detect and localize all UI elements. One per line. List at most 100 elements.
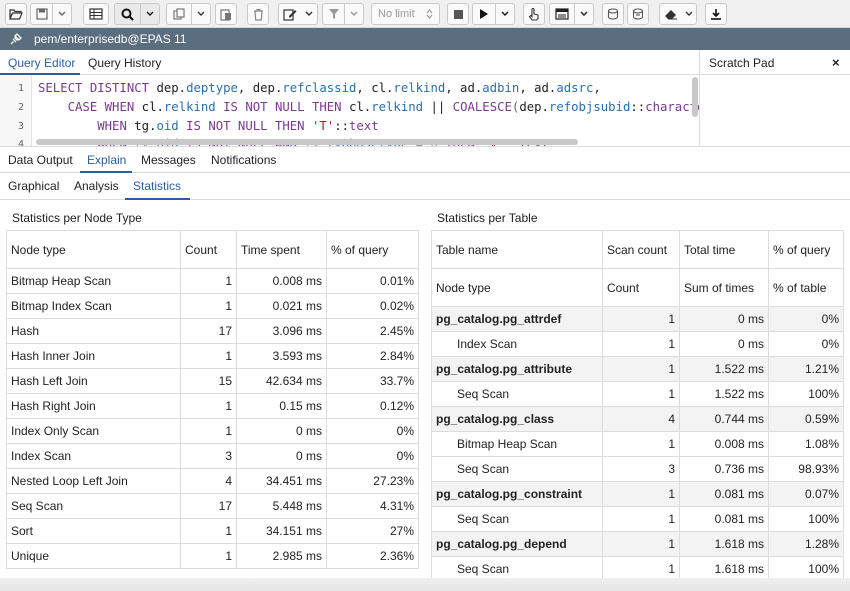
row-limit-value: No limit xyxy=(378,8,415,20)
table-cell: pg_catalog.pg_attrdef xyxy=(431,306,603,332)
table-row: Hash Inner Join 1 3.593 ms 2.84% xyxy=(6,343,419,369)
chevron-down-icon xyxy=(685,11,693,16)
scratch-pad-title: Scratch Pad xyxy=(709,56,775,70)
table-cell: Bitmap Heap Scan xyxy=(6,268,181,294)
tab-notifications[interactable]: Notifications xyxy=(211,153,277,167)
table-cell: 100% xyxy=(768,556,844,582)
column-header: Time spent xyxy=(236,230,327,269)
clear-button[interactable] xyxy=(659,3,697,25)
sql-editor[interactable]: 1 2 3 4 SELECT DISTINCT dep.deptype, dep… xyxy=(0,75,699,146)
table-row: Index Scan 3 0 ms 0% xyxy=(6,443,419,469)
table-list-icon xyxy=(555,8,569,20)
download-button[interactable] xyxy=(705,3,727,25)
line-number-gutter: 1 2 3 4 xyxy=(0,75,32,146)
table-row: Seq Scan 17 5.448 ms 4.31% xyxy=(6,493,419,519)
column-header: Count xyxy=(602,268,680,307)
table-cell: 0.01% xyxy=(326,268,419,294)
find-button[interactable] xyxy=(114,3,160,25)
table-cell: 42.634 ms xyxy=(236,368,327,394)
tab-explain[interactable]: Explain xyxy=(87,153,127,167)
table-cell: pg_catalog.pg_depend xyxy=(431,531,603,557)
table-cell: 0 ms xyxy=(679,331,769,357)
table-cell: 34.151 ms xyxy=(236,518,327,544)
table-cell: Seq Scan xyxy=(431,381,603,407)
play-icon xyxy=(480,9,489,19)
execute-button[interactable] xyxy=(472,3,515,25)
tab-query-editor[interactable]: Query Editor xyxy=(8,56,76,70)
table-stats-title: Statistics per Table xyxy=(437,211,538,225)
table-cell: 1.618 ms xyxy=(679,531,769,557)
code-line-3: WHEN tg.oid IS NOT NULL THEN 'T'::text xyxy=(97,119,379,133)
editor-tabs: Query Editor Query History xyxy=(0,50,699,75)
table-cell: 0 ms xyxy=(679,306,769,332)
chevron-down-icon xyxy=(501,11,509,16)
explain-button[interactable] xyxy=(523,3,545,25)
table-row: Seq Scan 1 1.618 ms 100% xyxy=(431,556,844,582)
table-cell: 0.008 ms xyxy=(679,431,769,457)
table-cell: Hash Inner Join xyxy=(6,343,181,369)
output-tabs: Data Output Explain Messages Notificatio… xyxy=(0,146,850,173)
chevron-down-icon xyxy=(197,11,205,16)
table-cell: Unique xyxy=(6,543,181,569)
table-cell: 1.08% xyxy=(768,431,844,457)
rollback-button[interactable] xyxy=(627,3,649,25)
open-file-button[interactable] xyxy=(5,3,27,25)
node-stats-table: Node type Count Time spent% of query Bitmap… xyxy=(6,230,419,569)
cancel-query-button[interactable] xyxy=(447,3,469,25)
filter-button[interactable] xyxy=(322,3,364,25)
table-cell: 0.008 ms xyxy=(236,268,327,294)
table-cell: 98.93% xyxy=(768,456,844,482)
connection-status-button[interactable] xyxy=(0,28,30,50)
edit-grid-button[interactable] xyxy=(83,3,109,25)
table-cell: 0.081 ms xyxy=(679,481,769,507)
table-cell: 3.096 ms xyxy=(236,318,327,344)
copy-button[interactable] xyxy=(166,3,211,25)
table-cell: 1 xyxy=(180,293,237,319)
download-icon xyxy=(711,8,721,20)
connection-label: pem/enterprisedb@EPAS 11 xyxy=(34,32,187,46)
horizontal-scrollbar[interactable] xyxy=(36,139,578,145)
table-cell: 1.522 ms xyxy=(679,381,769,407)
paste-button[interactable] xyxy=(215,3,237,25)
hand-pointer-icon xyxy=(528,7,539,21)
table-cell: 4.31% xyxy=(326,493,419,519)
explain-options-button[interactable] xyxy=(549,3,594,25)
table-cell: Seq Scan xyxy=(431,506,603,532)
row-limit-select[interactable]: No limit xyxy=(371,3,440,25)
table-cell: pg_catalog.pg_attribute xyxy=(431,356,603,382)
table-cell: Hash xyxy=(6,318,181,344)
tab-graphical[interactable]: Graphical xyxy=(8,179,60,193)
column-header: Sum of times xyxy=(679,268,769,307)
tab-statistics[interactable]: Statistics xyxy=(133,179,182,193)
chevron-down-icon xyxy=(146,11,154,16)
database-commit-icon xyxy=(607,7,619,20)
table-group-row: pg_catalog.pg_depend 1 1.618 ms 1.28% xyxy=(431,531,844,557)
pencil-square-icon xyxy=(283,8,297,21)
table-cell: 1.21% xyxy=(768,356,844,382)
edit-button[interactable] xyxy=(278,3,318,25)
table-group-row: pg_catalog.pg_attrdef 1 0 ms 0% xyxy=(431,306,844,332)
table-stats-table: Table name Scan count Total time% of query… xyxy=(431,230,844,582)
save-button[interactable] xyxy=(30,3,72,25)
table-cell: 1 xyxy=(602,306,680,332)
table-row: Hash Left Join 15 42.634 ms 33.7% xyxy=(6,368,419,394)
tab-query-history[interactable]: Query History xyxy=(88,56,162,70)
tab-messages[interactable]: Messages xyxy=(141,153,196,167)
scratch-pad-panel: Scratch Pad × xyxy=(699,50,850,146)
commit-button[interactable] xyxy=(602,3,624,25)
table-cell: 1 xyxy=(180,343,237,369)
table-cell: Bitmap Index Scan xyxy=(6,293,181,319)
vertical-scrollbar[interactable] xyxy=(692,77,698,117)
delete-button[interactable] xyxy=(247,3,269,25)
column-header: Scan count xyxy=(602,230,680,269)
chevron-down-icon xyxy=(350,11,358,16)
close-icon[interactable]: × xyxy=(832,55,840,70)
trash-icon xyxy=(253,8,263,21)
tab-data-output[interactable]: Data Output xyxy=(8,153,73,167)
tab-analysis[interactable]: Analysis xyxy=(74,179,119,193)
code-line-1: SELECT DISTINCT dep.deptype, dep.refclas… xyxy=(38,81,601,95)
table-cell: pg_catalog.pg_constraint xyxy=(431,481,603,507)
column-header: Node type xyxy=(431,268,603,307)
table-cell: 0.736 ms xyxy=(679,456,769,482)
chevron-down-icon xyxy=(58,11,66,16)
